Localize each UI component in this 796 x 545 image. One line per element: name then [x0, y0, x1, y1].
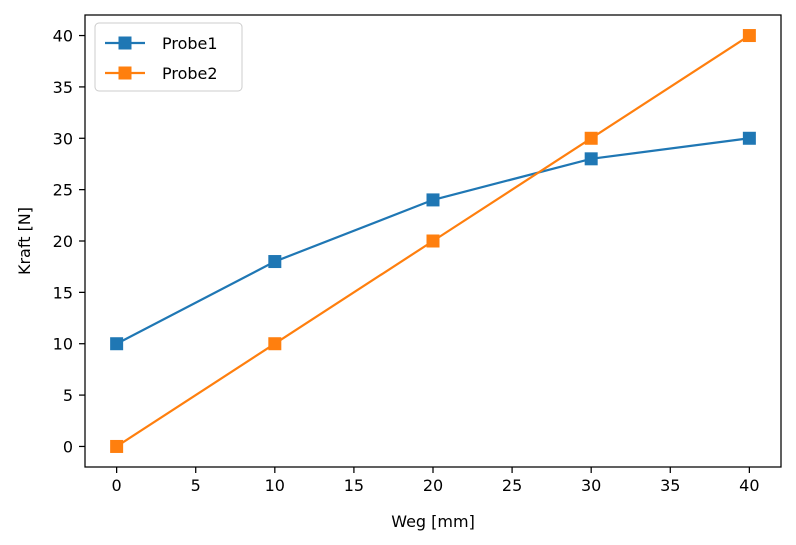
y-tick-label: 10 [53, 335, 73, 354]
legend-label: Probe1 [162, 34, 218, 53]
y-axis-label: Kraft [N] [15, 207, 34, 275]
y-tick-label: 15 [53, 283, 73, 302]
legend-marker [118, 36, 132, 50]
legend: Probe1 Probe2 [94, 22, 243, 92]
y-tick-label: 5 [63, 386, 73, 405]
legend-item: Probe2 [105, 64, 218, 83]
legend-label: Probe2 [162, 64, 218, 83]
legend-item: Probe1 [105, 34, 218, 53]
legend-marker [118, 66, 132, 80]
x-tick-label: 20 [423, 476, 443, 495]
y-tick-label: 40 [53, 27, 73, 46]
data-point [426, 193, 440, 207]
x-tick-label: 35 [660, 476, 680, 495]
data-point [426, 234, 440, 248]
data-point [742, 29, 756, 43]
y-tick-label: 30 [53, 129, 73, 148]
y-tick-label: 25 [53, 181, 73, 200]
data-point [268, 337, 282, 351]
data-point [268, 255, 282, 269]
data-point [110, 337, 124, 351]
data-point [742, 131, 756, 145]
x-axis-label: Weg [mm] [391, 512, 475, 531]
data-point [584, 152, 598, 166]
data-point [110, 439, 124, 453]
y-tick-label: 20 [53, 232, 73, 251]
x-axis: 0 5 10 15 20 25 30 35 40 [112, 467, 760, 495]
plot-area [110, 29, 756, 453]
data-point [584, 131, 598, 145]
x-tick-label: 15 [344, 476, 364, 495]
x-tick-label: 25 [502, 476, 522, 495]
y-tick-label: 0 [63, 437, 73, 456]
x-tick-label: 10 [265, 476, 285, 495]
x-tick-label: 5 [191, 476, 201, 495]
x-tick-label: 40 [739, 476, 759, 495]
x-tick-label: 30 [581, 476, 601, 495]
series-probe2 [110, 29, 756, 453]
x-tick-label: 0 [112, 476, 122, 495]
series-probe1 [110, 131, 756, 351]
y-tick-label: 35 [53, 78, 73, 97]
y-axis: 0 5 10 15 20 25 30 35 40 [53, 27, 85, 456]
